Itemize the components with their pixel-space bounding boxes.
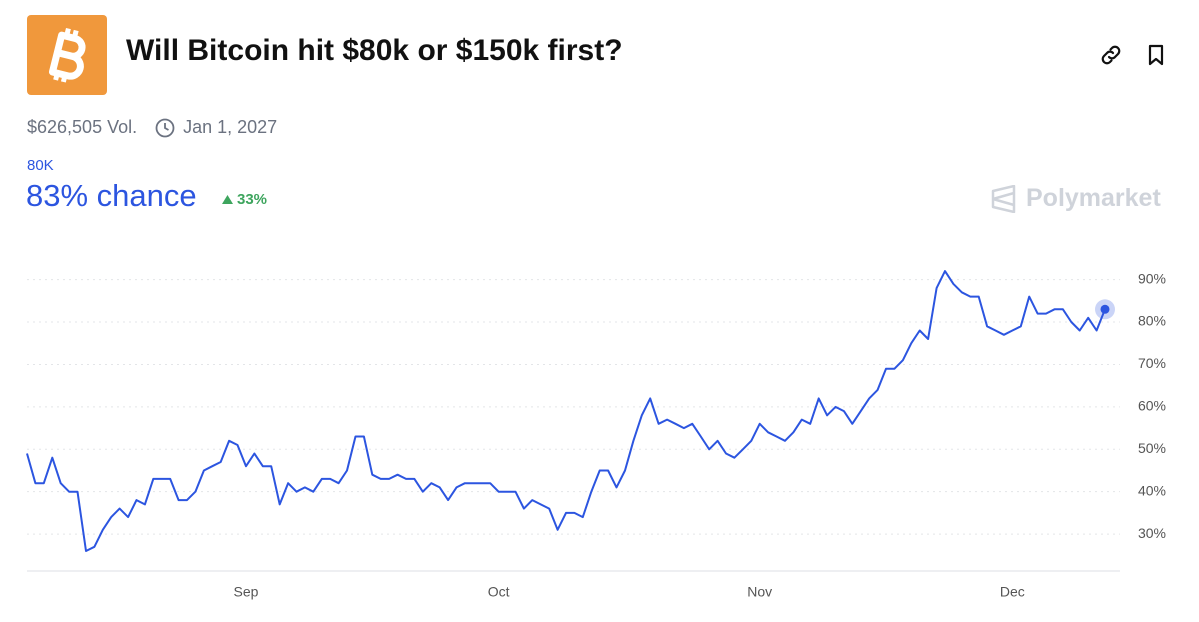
chance: 83% chance	[26, 178, 197, 213]
end-date: Jan 1, 2027	[183, 117, 278, 137]
x-tick-label: Oct	[488, 584, 510, 600]
bookmark-button[interactable]	[1146, 44, 1166, 66]
volume: $626,505 Vol.	[27, 117, 138, 137]
y-tick-label: 60%	[1138, 398, 1166, 414]
change: 33%	[222, 191, 267, 208]
brand: Polymarket	[990, 184, 1161, 213]
x-tick-label: Sep	[234, 584, 259, 600]
bitcoin-icon	[27, 15, 107, 95]
series-line	[26, 270, 1106, 552]
brand-name: Polymarket	[1026, 184, 1161, 212]
market-meta: $626,505 Vol. Jan 1, 2027	[27, 117, 277, 138]
up-triangle	[222, 195, 233, 204]
y-tick-label: 40%	[1138, 482, 1166, 498]
end-point	[1100, 304, 1110, 314]
y-tick-label: 80%	[1138, 313, 1166, 329]
y-tick-label: 50%	[1138, 440, 1166, 456]
clock-icon	[155, 118, 175, 137]
outcome-label: 80K	[27, 157, 54, 174]
x-tick-label: Nov	[747, 584, 772, 600]
x-tick-label: Dec	[1000, 584, 1025, 600]
market-title: Will Bitcoin hit $80k or $150k first?	[126, 34, 623, 67]
y-tick-label: 30%	[1138, 525, 1166, 541]
change-value: 33%	[237, 191, 268, 208]
brand-logo	[991, 184, 1016, 213]
y-tick-label: 90%	[1138, 270, 1166, 286]
link-button[interactable]	[1100, 44, 1122, 66]
y-tick-label: 70%	[1138, 355, 1166, 371]
